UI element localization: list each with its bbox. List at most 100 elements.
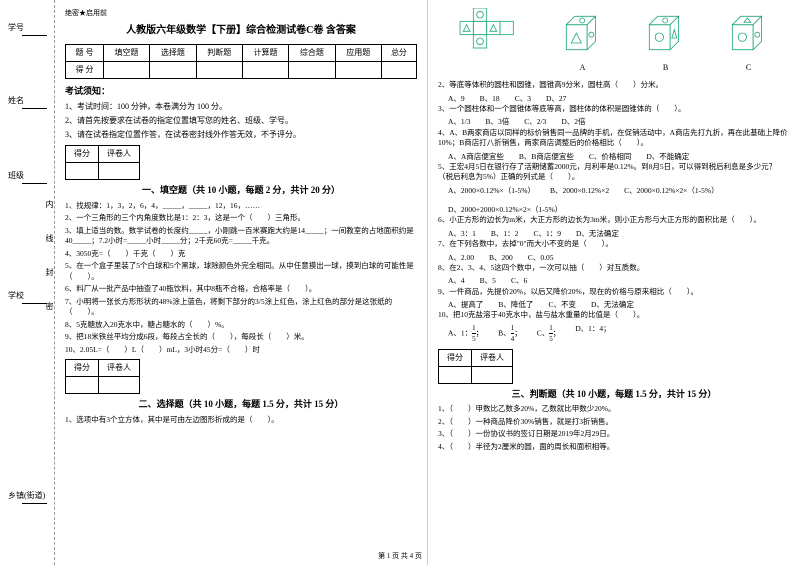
judge-q3: 3、（ ）一份协议书的签订日期是2019年2月29日。 — [438, 429, 790, 440]
content-area: 绝密★启用前 人教版六年级数学【下册】综合检测试卷C卷 含答案 题 号 填空题 … — [55, 0, 800, 565]
opt: C、6 — [511, 275, 527, 286]
section-score-table: 得分评卷人 — [65, 359, 140, 394]
choice-q4: 4、A、B两家商店以同样的标价销售同一品牌的手机，在促销活动中，A商店先打九折，… — [438, 128, 790, 149]
q2-options: A、9 B、18 C、3 D、27 — [448, 93, 790, 104]
left-column: 绝密★启用前 人教版六年级数学【下册】综合检测试卷C卷 含答案 题 号 填空题 … — [55, 0, 428, 565]
opt: B、降低了 — [498, 299, 533, 310]
opt: C、价格相同 — [589, 151, 632, 162]
td — [66, 377, 99, 394]
margin-line — [22, 503, 47, 504]
opt: A、提高了 — [448, 299, 483, 310]
th: 应用题 — [335, 44, 381, 61]
q9-options: A、提高了 B、降低了 C、不变 D、无法确定 — [448, 299, 790, 310]
td — [150, 61, 196, 78]
th: 评卷人 — [99, 360, 140, 377]
margin-town-label: 乡镇(街道) — [8, 490, 45, 501]
th: 得分 — [66, 146, 99, 163]
right-column: A B — [428, 0, 800, 565]
opt: B、14； — [498, 323, 522, 345]
opt: A、4 — [448, 275, 465, 286]
opt: B、2000×0.12%×2 — [550, 185, 609, 196]
cube-diagram-row: A B — [438, 8, 790, 74]
td — [381, 61, 416, 78]
td — [196, 61, 242, 78]
th: 总分 — [381, 44, 416, 61]
main-score-table: 题 号 填空题 选择题 判断题 计算题 综合题 应用题 总分 得 分 — [65, 44, 417, 79]
exam-title: 人教版六年级数学【下册】综合检测试卷C卷 含答案 — [65, 23, 417, 38]
th: 得分 — [66, 360, 99, 377]
notice-item: 3、请在试卷指定位置作答，在试卷密封线外作答无效，不予评分。 — [65, 129, 417, 141]
opt: C、15； — [537, 323, 561, 345]
cube-label: C — [724, 62, 774, 74]
td — [242, 61, 288, 78]
td — [66, 163, 99, 180]
td — [472, 366, 513, 383]
table-row: 得 分 — [66, 61, 417, 78]
q3-options: A、1/3 B、3倍 C、2/3 D、2倍 — [448, 116, 790, 127]
cube-icon — [641, 8, 691, 58]
judge-q4: 4、（ ）半径为2厘米的圆，面的周长和面积相等。 — [438, 442, 790, 453]
fill-q8: 8、5克糖放入20克水中，糖占糖水的（ ）%。 — [65, 320, 417, 331]
fill-q3: 3、填上适当的数。数学试卷的长度约_____，小刚跳一百米赛跑大约是14____… — [65, 226, 417, 247]
cube-label: B — [641, 62, 691, 74]
section-score-table: 得分评卷人 — [65, 145, 140, 180]
cube-b: B — [641, 8, 691, 74]
opt: C、3 — [515, 93, 531, 104]
td — [289, 61, 335, 78]
choice-q9: 9、一件商品，先提价20%，以后又降价20%，现在的价格与原来相比（ ）。 — [438, 287, 790, 298]
q8-options: A、4 B、5 C、6 — [448, 275, 790, 286]
opt: A、2.00 — [448, 252, 474, 263]
opt: D、2000+2000×0.12%×2×（1-5%） — [448, 204, 562, 215]
choice-q5: 5、王宏4月5日在银行存了活期储蓄2000元，月利率是0.12%。到8月5日，可… — [438, 162, 790, 183]
judge-q2: 2、（ ）一种商品降价30%销售，就是打3折销售。 — [438, 417, 790, 428]
margin-class-label: 班级 — [8, 170, 24, 181]
td — [99, 163, 140, 180]
opt: B、5 — [480, 275, 496, 286]
cube-icon — [724, 8, 774, 58]
opt: A、A商店便宜些 — [448, 151, 504, 162]
opt: B、3倍 — [486, 116, 510, 127]
td: 得 分 — [66, 61, 104, 78]
cube-c: C — [724, 8, 774, 74]
choice-q8: 8、在2、3、4、5这四个数中，一次可以抽（ ）对互质数。 — [438, 263, 790, 274]
opt: A、1/3 — [448, 116, 471, 127]
opt: A、2000×0.12%×（1-5%） — [448, 185, 535, 196]
margin-school-label: 学校 — [8, 290, 24, 301]
opt: C、1：9 — [533, 228, 561, 239]
fill-q1: 1、找规律：1，3，2，6，4，_____，_____，12，16，…… — [65, 201, 417, 212]
section-2-title: 二、选择题（共 10 小题，每题 1.5 分，共计 15 分） — [65, 398, 417, 412]
cube-net — [455, 8, 525, 74]
margin-line — [22, 183, 47, 184]
fill-q9: 9、把18米铁丝平均分成6段，每段占全长的（ ），每段长（ ）米。 — [65, 332, 417, 343]
margin-id-label: 学号 — [8, 22, 24, 33]
th: 填空题 — [103, 44, 149, 61]
fill-q6: 6、料厂从一批产品中抽查了40瓶饮料，其中8瓶不合格，合格率是（ ）。 — [65, 284, 417, 295]
opt: C、2/3 — [524, 116, 546, 127]
q10-options: A、1：15； B、14； C、15； D、1：4； — [448, 323, 790, 345]
table-row: 题 号 填空题 选择题 判断题 计算题 综合题 应用题 总分 — [66, 44, 417, 61]
choice-q6: 6、小正方形的边长为m米，大正方形的边长为3m米，则小正方形与大正方形的面积比是… — [438, 215, 790, 226]
choice-q7: 7、在下列各数中，去掉"0"而大小不变的是（ ）。 — [438, 239, 790, 250]
q7-options: A、2.00 B、200 C、0.05 — [448, 252, 790, 263]
td — [99, 377, 140, 394]
fill-q7: 7、小明将一张长方形形状的48%涂上蓝色，将剩下部分的3/5涂上红色，涂上红色的… — [65, 297, 417, 318]
opt: B、B商店便宜些 — [519, 151, 574, 162]
opt: D、不能确定 — [646, 151, 689, 162]
margin-line — [22, 108, 47, 109]
choice-q10: 10、把10克盐溶于40克水中，盐与盐水重量的比值是（ ）。 — [438, 310, 790, 321]
page-footer: 第 1 页 共 4 页 — [0, 551, 800, 561]
opt: D、无法确定 — [591, 299, 634, 310]
td — [103, 61, 149, 78]
margin-line — [22, 35, 47, 36]
th: 判断题 — [196, 44, 242, 61]
th: 选择题 — [150, 44, 196, 61]
margin-name-label: 姓名 — [8, 95, 24, 106]
opt: B、200 — [489, 252, 513, 263]
opt: C、0.05 — [528, 252, 554, 263]
th: 计算题 — [242, 44, 288, 61]
opt: D、2倍 — [561, 116, 585, 127]
th: 得分 — [439, 349, 472, 366]
q6-options: A、3：1 B、1：2 C、1：9 D、无法确定 — [448, 228, 790, 239]
opt: A、9 — [448, 93, 465, 104]
opt: A、1：15； — [448, 323, 483, 345]
